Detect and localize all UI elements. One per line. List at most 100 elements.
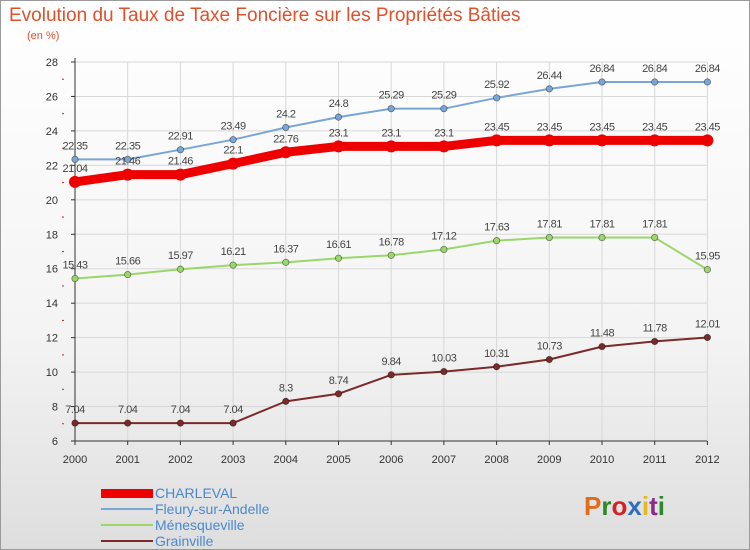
legend-swatch bbox=[101, 540, 153, 542]
data-point bbox=[598, 78, 606, 86]
data-label: 7.04 bbox=[171, 404, 191, 416]
data-point bbox=[279, 146, 292, 159]
x-tick-label: 2012 bbox=[695, 454, 719, 466]
data-point bbox=[492, 237, 501, 245]
data-label: 23.45 bbox=[537, 121, 562, 133]
x-tick-label: 2005 bbox=[326, 454, 350, 466]
data-point bbox=[492, 94, 501, 102]
data-label: 23.49 bbox=[221, 121, 246, 133]
data-point bbox=[71, 419, 79, 427]
y-tick-label: 26 bbox=[46, 91, 58, 103]
data-point bbox=[176, 265, 184, 273]
data-point bbox=[229, 419, 237, 427]
data-label: 24.8 bbox=[329, 98, 349, 110]
x-tick-label: 2001 bbox=[115, 454, 139, 466]
data-label: 17.63 bbox=[484, 222, 509, 234]
data-point bbox=[385, 140, 398, 153]
x-tick-label: 2008 bbox=[484, 454, 508, 466]
data-label: 23.1 bbox=[434, 127, 454, 139]
data-label: 22.76 bbox=[273, 133, 298, 145]
data-label: 23.1 bbox=[381, 127, 401, 139]
legend-label: Grainville bbox=[155, 533, 214, 549]
data-label: 10.31 bbox=[484, 348, 509, 360]
data-label: 17.81 bbox=[537, 219, 562, 231]
data-label: 16.37 bbox=[273, 243, 298, 255]
logo-letter: o bbox=[611, 491, 628, 521]
data-point bbox=[387, 251, 395, 259]
data-label: 16.21 bbox=[221, 246, 246, 258]
legend-label: Fleury-sur-Andelle bbox=[155, 501, 270, 517]
data-point bbox=[174, 168, 187, 181]
logo-letter: i bbox=[641, 491, 650, 521]
legend-item: CHARLEVAL bbox=[101, 485, 237, 501]
data-label: 16.61 bbox=[326, 239, 351, 251]
data-point bbox=[176, 146, 184, 154]
legend-swatch bbox=[101, 508, 153, 510]
data-point bbox=[282, 397, 290, 405]
data-label: 15.95 bbox=[695, 251, 720, 263]
data-point bbox=[545, 355, 553, 364]
y-tick-label: 16 bbox=[46, 264, 58, 276]
data-label: 26.84 bbox=[642, 63, 667, 75]
data-point bbox=[703, 333, 712, 342]
data-point bbox=[334, 390, 343, 398]
data-point bbox=[543, 134, 556, 147]
data-label: 26.44 bbox=[537, 70, 562, 82]
x-tick-label: 2009 bbox=[537, 454, 561, 466]
data-point bbox=[703, 78, 712, 86]
data-point bbox=[651, 78, 659, 86]
data-label: 11.78 bbox=[643, 322, 668, 334]
data-label: 17.12 bbox=[431, 230, 456, 242]
x-tick-label: 2004 bbox=[274, 454, 298, 466]
legend-swatch bbox=[101, 524, 153, 526]
data-label: 25.29 bbox=[431, 90, 456, 102]
proxiti-logo: Proxiti bbox=[584, 491, 665, 522]
data-point bbox=[332, 140, 345, 153]
data-point bbox=[440, 245, 448, 254]
data-label: 24.2 bbox=[276, 108, 296, 120]
data-label: 23.1 bbox=[329, 127, 349, 139]
chart-title: Evolution du Taux de Taxe Foncière sur l… bbox=[9, 5, 521, 26]
data-label: 15.66 bbox=[115, 256, 140, 268]
data-label: 23.45 bbox=[589, 121, 614, 133]
data-point bbox=[598, 342, 606, 351]
logo-letter: P bbox=[584, 491, 602, 521]
data-point bbox=[282, 258, 290, 266]
data-point bbox=[701, 134, 714, 147]
chart-subtitle: (en %) bbox=[27, 30, 60, 42]
data-point bbox=[545, 85, 553, 93]
data-label: 10.03 bbox=[431, 353, 456, 365]
data-point bbox=[648, 134, 661, 147]
data-point bbox=[387, 371, 395, 379]
data-point bbox=[598, 233, 606, 242]
data-point bbox=[229, 261, 237, 269]
legend-item: Grainville bbox=[101, 533, 213, 549]
y-tick-label: 24 bbox=[46, 126, 58, 138]
data-point bbox=[71, 274, 79, 283]
legend-label: CHARLEVAL bbox=[155, 485, 238, 501]
data-label: 22.91 bbox=[168, 131, 193, 143]
y-tick-label: 22 bbox=[46, 160, 58, 172]
data-label: 16.78 bbox=[379, 236, 404, 248]
logo-letter: i bbox=[657, 491, 665, 521]
x-tick-label: 2007 bbox=[432, 454, 456, 466]
data-point bbox=[124, 419, 132, 427]
data-label: 21.46 bbox=[115, 156, 140, 168]
data-label: 25.29 bbox=[379, 90, 404, 102]
data-point bbox=[651, 337, 659, 346]
data-label: 23.45 bbox=[642, 121, 667, 133]
data-label: 7.04 bbox=[65, 404, 85, 416]
data-label: 12.01 bbox=[695, 318, 720, 330]
data-point bbox=[124, 155, 132, 163]
legend-label: Ménesqueville bbox=[155, 517, 245, 533]
data-label: 22.35 bbox=[115, 140, 140, 152]
data-point bbox=[176, 419, 184, 427]
data-label: 17.81 bbox=[642, 219, 667, 231]
data-label: 8.3 bbox=[279, 382, 293, 394]
legend-item: Fleury-sur-Andelle bbox=[101, 501, 269, 517]
data-label: 11.48 bbox=[590, 328, 615, 340]
data-point bbox=[651, 233, 659, 242]
x-tick-label: 2000 bbox=[63, 454, 87, 466]
data-label: 26.84 bbox=[589, 63, 614, 75]
data-label: 9.84 bbox=[381, 356, 401, 368]
